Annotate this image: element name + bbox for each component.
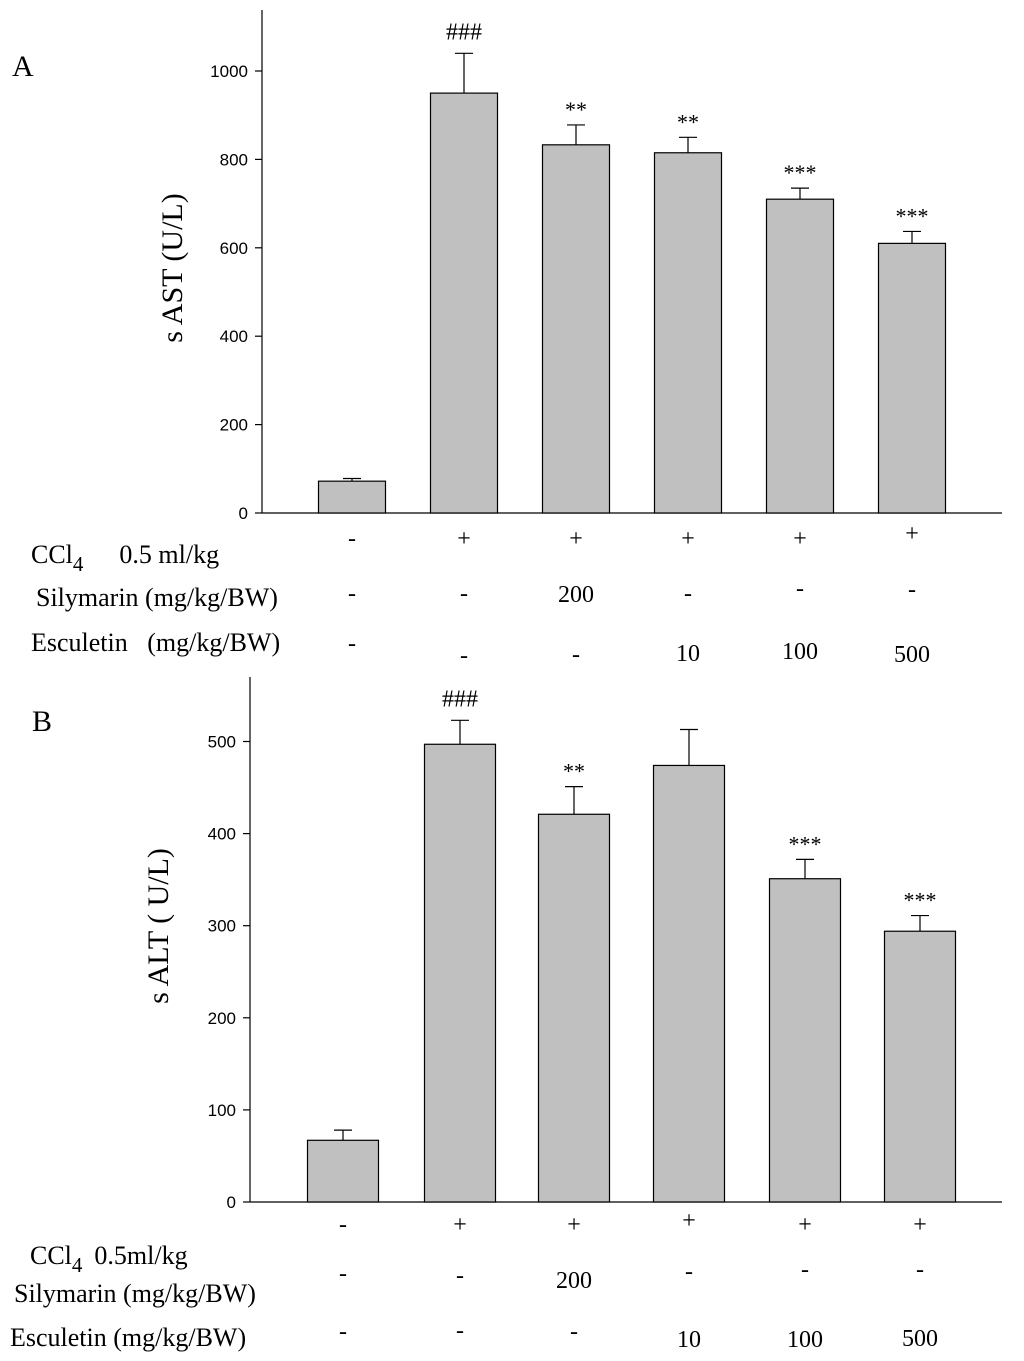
bar [765,198,835,514]
bar [541,144,611,514]
treatment-value: - [456,1263,464,1289]
bar [306,1139,380,1203]
treatment-value: - [916,1257,924,1283]
bar [768,878,842,1203]
treatment-value: 100 [787,1327,823,1353]
bar [537,813,611,1203]
significance-label: *** [789,831,822,856]
treatment-value: 200 [558,582,594,608]
significance-label: *** [896,203,929,228]
bar [429,92,499,514]
treatment-value: + [682,1208,696,1234]
treatment-value: + [453,1212,467,1238]
treatment-value: - [348,526,356,552]
treatment-label-dose: 0.5ml/kg [94,1241,187,1270]
treatment-value: - [460,643,468,669]
y-tick-label: 0 [227,1193,236,1212]
treatment-label: CCl4 0.5ml/kg [30,1241,188,1277]
treatment-label: Silymarin (mg/kg/BW) [36,583,278,612]
y-tick-label: 300 [208,917,236,936]
treatment-label-subscript: 4 [72,1253,83,1277]
treatment-value: - [339,1261,347,1287]
y-tick-label: 0 [239,504,248,523]
bar [423,743,497,1203]
treatment-value: 10 [677,1327,701,1353]
treatment-value: - [908,577,916,603]
significance-label: *** [904,888,937,913]
treatment-value: + [569,526,583,552]
treatment-value: - [456,1318,464,1344]
treatment-label-dose: 0.5 ml/kg [119,540,219,569]
y-tick-label: 400 [208,825,236,844]
y-tick-label: 1000 [210,62,248,81]
treatment-value: 100 [782,639,818,665]
treatment-value: + [798,1212,812,1238]
panel-label: B [32,705,52,738]
significance-label: ** [677,109,699,134]
treatment-value: - [801,1257,809,1283]
treatment-label: Esculetin (mg/kg/BW) [31,628,280,657]
y-tick-label: 600 [220,239,248,258]
y-tick-label: 200 [208,1009,236,1028]
treatment-value: + [793,526,807,552]
treatment-label: CCl4 0.5 ml/kg [31,540,219,576]
treatment-value: - [684,581,692,607]
panel-label: A [12,50,34,83]
treatment-value: 10 [676,641,700,667]
significance-label: ** [565,97,587,122]
y-axis-title: s AST (U/L) [156,193,189,342]
y-tick-label: 400 [220,327,248,346]
treatment-value: + [567,1212,581,1238]
treatment-value: + [681,526,695,552]
treatment-label-subscript: 4 [73,552,84,576]
y-tick-label: 100 [208,1101,236,1120]
treatment-value: + [905,521,919,547]
y-tick-label: 800 [220,150,248,169]
treatment-value: - [339,1212,347,1238]
y-axis-title: s ALT ( U/L) [142,848,175,1004]
significance-label: ** [563,759,585,784]
treatment-value: - [460,581,468,607]
treatment-label: Esculetin (mg/kg/BW) [10,1323,246,1352]
bar [883,930,957,1203]
treatment-value: 500 [902,1326,938,1352]
treatment-value: + [913,1212,927,1238]
treatment-label: Silymarin (mg/kg/BW) [14,1279,256,1308]
treatment-label-text: CCl [31,540,73,569]
significance-label: *** [784,160,817,185]
treatment-value: - [796,576,804,602]
y-tick-label: 200 [220,416,248,435]
treatment-value: - [348,581,356,607]
treatment-value: - [570,1319,578,1345]
treatment-value: 200 [556,1268,592,1294]
bar [653,152,723,514]
bar [317,480,387,514]
significance-label: ### [442,686,478,712]
treatment-value: - [685,1259,693,1285]
significance-label: ### [446,19,482,45]
treatment-value: + [457,526,471,552]
bar [877,242,947,514]
treatment-value: - [348,631,356,657]
treatment-label-text: CCl [30,1241,72,1270]
bar [652,764,726,1203]
treatment-value: - [572,642,580,668]
treatment-value: 500 [894,642,930,668]
y-tick-label: 500 [208,733,236,752]
treatment-value: - [339,1319,347,1345]
